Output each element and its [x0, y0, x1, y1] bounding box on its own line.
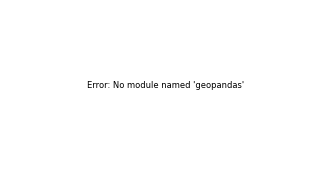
Text: Error: No module named 'geopandas': Error: No module named 'geopandas': [87, 81, 244, 90]
